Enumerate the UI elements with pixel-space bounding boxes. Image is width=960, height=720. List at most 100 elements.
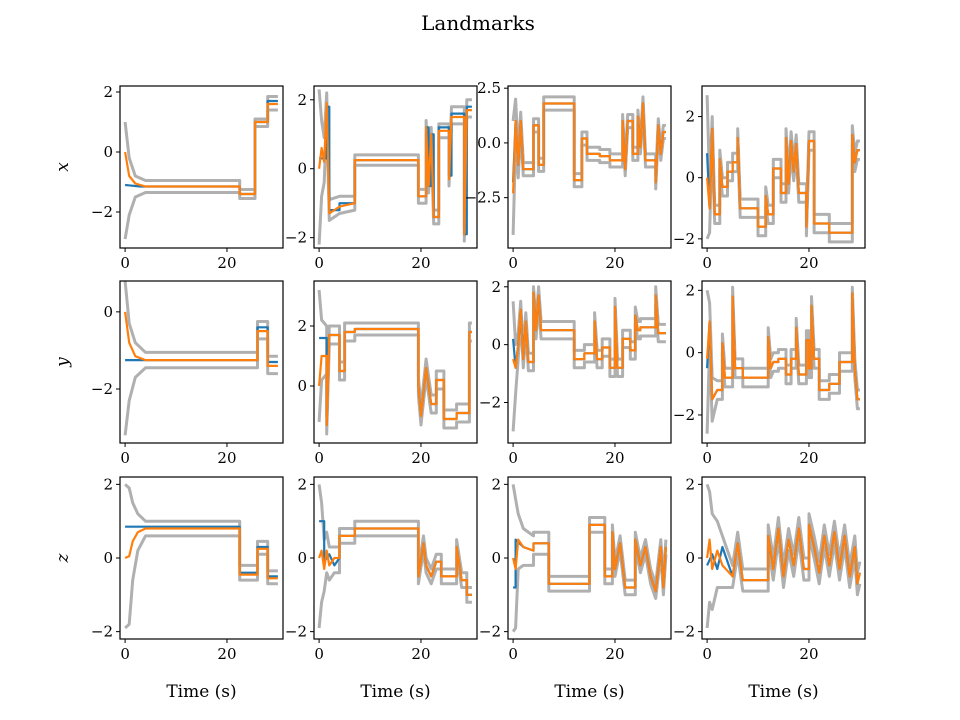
estimate-line [124, 102, 278, 196]
x-tick-label: 0 [508, 449, 518, 467]
estimate-line [124, 527, 278, 580]
y-tick-label: −2 [91, 380, 113, 398]
lower-bound-line [124, 534, 278, 630]
y-tick-label: 2 [297, 317, 307, 335]
axes-frame [119, 280, 284, 444]
subplot-z-3: 0 20 −2 0 2 Time (s) [479, 475, 672, 702]
x-tick-label: 0 [120, 645, 130, 663]
y-axis-label-z: z [53, 552, 73, 563]
x-tick-label: 20 [411, 449, 430, 467]
subplot-y-4: 0 20 −2 0 2 [673, 280, 866, 467]
subplot-y-3: 0 20 −2 0 2 [479, 278, 672, 467]
axes-frame [313, 85, 478, 249]
y-tick-label: 2 [103, 83, 113, 101]
estimate-line [706, 292, 860, 401]
y-tick-label: −2 [285, 623, 307, 641]
y-tick-label: 0 [685, 549, 695, 567]
y-tick-label: 2 [297, 91, 307, 109]
estimate-line [318, 102, 472, 236]
series-group [317, 484, 472, 629]
x-axis-label: Time (s) [166, 682, 236, 702]
x-tick-label: 0 [702, 254, 712, 272]
y-tick-label: 0 [297, 377, 307, 395]
y-tick-label: −2 [673, 623, 695, 641]
x-tick-label: 0 [314, 645, 324, 663]
series-group [705, 285, 860, 434]
y-tick-label: 0 [685, 169, 695, 187]
upper-bound-line [705, 483, 862, 575]
upper-bound-line [317, 484, 472, 589]
subplot-x-2: 0 20 −2 0 2 [285, 85, 478, 272]
y-axis-label-y: y [53, 357, 73, 368]
x-axis-label: Time (s) [360, 682, 430, 702]
subplot-z-1: 0 20 −2 0 2 z Time (s) [53, 475, 284, 702]
truth-line [125, 326, 278, 364]
lower-bound-line [317, 534, 472, 629]
figure-title: Landmarks [421, 11, 535, 35]
y-tick-label: 0 [103, 549, 113, 567]
estimate-line [318, 527, 472, 596]
x-tick-label: 0 [508, 254, 518, 272]
x-tick-label: 20 [605, 645, 624, 663]
subplot-z-4: 0 20 −2 0 2 Time (s) [673, 475, 866, 702]
lower-bound-line [511, 299, 666, 432]
estimate-line [512, 523, 667, 593]
series-group [123, 95, 278, 240]
y-tick-label: 0 [103, 303, 113, 321]
subplot-x-4: 0 20 −2 0 2 [673, 85, 866, 272]
y-tick-label: 0 [297, 160, 307, 178]
y-tick-label: −2 [91, 203, 113, 221]
x-tick-label: 20 [799, 449, 818, 467]
y-tick-label: −2 [673, 230, 695, 248]
x-tick-label: 0 [314, 449, 324, 467]
y-tick-label: 2 [491, 475, 501, 493]
series-group [317, 89, 472, 245]
x-tick-label: 0 [508, 645, 518, 663]
upper-bound-line [705, 285, 860, 392]
lower-bound-line [511, 108, 666, 235]
y-tick-label: 0 [491, 549, 501, 567]
truth-line [125, 525, 278, 578]
x-tick-label: 20 [799, 254, 818, 272]
y-tick-label: −2 [91, 623, 113, 641]
x-tick-label: 0 [120, 254, 130, 272]
y-tick-label: −2 [479, 394, 501, 412]
y-tick-label: 2 [103, 475, 113, 493]
x-tick-label: 20 [799, 645, 818, 663]
estimate-line [706, 523, 861, 585]
estimate-line [124, 311, 278, 367]
x-tick-label: 20 [411, 254, 430, 272]
lower-bound-line [705, 139, 860, 244]
truth-line [319, 105, 472, 236]
y-tick-label: 2 [685, 281, 695, 299]
axes-frame [507, 280, 672, 444]
y-tick-label: 2 [685, 108, 695, 126]
series-group [124, 483, 278, 630]
x-tick-label: 0 [314, 254, 324, 272]
series-group [511, 484, 668, 633]
axes-frame [119, 85, 284, 249]
upper-bound-line [317, 289, 472, 418]
x-tick-label: 20 [605, 254, 624, 272]
y-tick-label: −2.5 [465, 189, 501, 207]
y-tick-label: −2 [479, 623, 501, 641]
subplot-y-2: 0 20 0 2 [297, 280, 478, 467]
y-tick-label: −2 [285, 229, 307, 247]
series-group [511, 95, 666, 235]
estimate-line [512, 102, 666, 194]
estimate-line [512, 291, 666, 369]
estimate-line [706, 127, 860, 234]
x-tick-label: 20 [217, 254, 236, 272]
x-tick-label: 20 [605, 449, 624, 467]
y-tick-label: 0 [103, 143, 113, 161]
y-tick-label: 2 [685, 475, 695, 493]
y-tick-label: −2 [673, 406, 695, 424]
y-tick-label: 0 [685, 344, 695, 362]
subplot-x-3: 0 20 −2.5 0.0 2.5 [465, 79, 672, 272]
subplot-y-1: 0 20 −2 0 y [53, 280, 284, 467]
upper-bound-line [123, 281, 278, 358]
subplot-x-1: 0 20 −2 0 2 x [53, 83, 284, 272]
series-group [123, 281, 278, 436]
